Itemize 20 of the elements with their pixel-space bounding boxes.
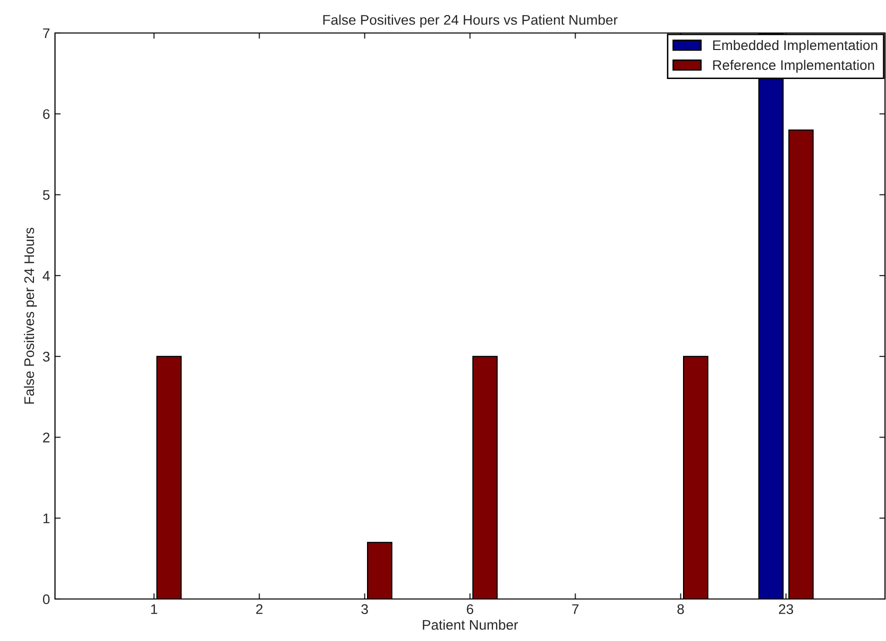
x-tick-label: 23 — [778, 604, 794, 614]
y-axis-title: False Positives per 24 Hours — [24, 228, 37, 404]
y-tick-label: 5 — [42, 190, 50, 200]
x-tick-label: 3 — [361, 604, 368, 614]
y-tick-label: 2 — [43, 432, 50, 442]
y-tick-label: 1 — [43, 514, 50, 524]
x-tick-label: 6 — [466, 604, 474, 614]
legend-label: Embedded Implementation — [713, 40, 878, 53]
y-tick-label: 3 — [42, 352, 50, 362]
x-tick-label: 2 — [256, 604, 263, 614]
x-tick-label: 1 — [151, 604, 158, 614]
y-tick-label: 0 — [42, 594, 50, 604]
y-tick-label: 4 — [42, 271, 50, 281]
x-axis-title: Patient Number — [422, 620, 518, 630]
x-tick-label: 7 — [572, 604, 578, 614]
chart-title: False Positives per 24 Hours vs Patient Number — [323, 14, 618, 28]
legend-label: Reference Implementation — [713, 60, 874, 73]
y-tick-label: 7 — [43, 28, 50, 38]
y-tick-label: 6 — [43, 109, 50, 120]
x-tick-label: 8 — [677, 604, 684, 614]
